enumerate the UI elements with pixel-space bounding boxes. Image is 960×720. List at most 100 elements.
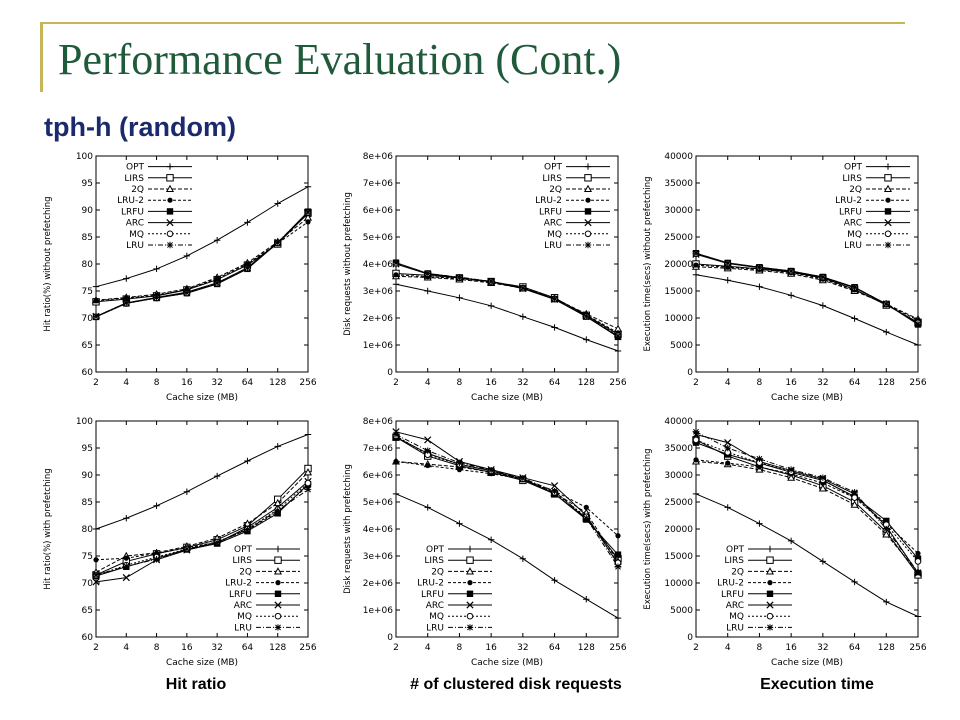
series-line-arc bbox=[395, 431, 619, 565]
series-points-2q bbox=[691, 262, 923, 323]
point-lru bbox=[519, 475, 527, 482]
x-tick-label: 2 bbox=[93, 643, 99, 653]
point-lru bbox=[183, 289, 191, 296]
series-points-lru-2 bbox=[393, 272, 621, 336]
point-lru bbox=[692, 428, 700, 435]
y-tick-label: 20000 bbox=[664, 260, 693, 270]
legend-marker-lirs bbox=[766, 556, 774, 564]
point-lru bbox=[851, 284, 858, 291]
point-lru bbox=[914, 569, 922, 576]
point-opt bbox=[244, 457, 251, 465]
point-2q bbox=[850, 500, 859, 508]
point-lru-2 bbox=[123, 555, 129, 561]
legend-label-lru: LRU bbox=[844, 241, 862, 251]
point-mq bbox=[914, 558, 922, 565]
legend-marker-lirs bbox=[274, 556, 282, 564]
point-opt bbox=[304, 431, 312, 438]
point-opt bbox=[123, 275, 130, 282]
legend-label-lirs: LIRS bbox=[232, 556, 252, 566]
legend-label-lirs: LIRS bbox=[724, 556, 744, 566]
y-tick-label: 95 bbox=[82, 444, 93, 454]
x-tick-label: 32 bbox=[517, 643, 528, 653]
legend-marker-mq bbox=[274, 612, 282, 620]
x-tick-label: 64 bbox=[849, 643, 861, 653]
x-tick-label: 16 bbox=[485, 643, 497, 653]
series-line-opt bbox=[695, 274, 919, 346]
point-opt bbox=[756, 283, 763, 290]
series-line-lru-2 bbox=[95, 485, 309, 561]
series-points-lru bbox=[392, 431, 622, 570]
x-tick-label: 8 bbox=[154, 643, 160, 653]
x-axis-label: Cache size (MB) bbox=[166, 393, 238, 403]
point-opt bbox=[819, 558, 827, 565]
point-opt bbox=[519, 555, 527, 562]
y-axis-label: Execution time(secs) with prefetching bbox=[643, 448, 653, 609]
series-line-lru bbox=[95, 211, 309, 317]
point-lru bbox=[756, 264, 763, 271]
x-tick-label: 2 bbox=[693, 643, 699, 653]
legend-label-lrfu: LRFU bbox=[229, 590, 252, 600]
legend-marker-2q bbox=[883, 184, 893, 193]
y-tick-label: 30000 bbox=[664, 471, 693, 481]
point-2q bbox=[882, 530, 891, 538]
y-tick-label: 4e+06 bbox=[363, 260, 394, 270]
point-arc bbox=[724, 438, 732, 447]
legend-marker-lirs bbox=[584, 174, 592, 182]
point-lru-2 bbox=[915, 550, 921, 556]
point-opt bbox=[724, 277, 731, 284]
point-lru bbox=[456, 274, 463, 281]
legend-label-lru-2: LRU-2 bbox=[117, 196, 144, 206]
y-tick-label: 0 bbox=[387, 633, 393, 643]
y-tick-label: 40000 bbox=[664, 152, 693, 162]
x-tick-label: 128 bbox=[878, 378, 895, 388]
x-tick-label: 32 bbox=[211, 643, 222, 653]
point-opt bbox=[153, 265, 160, 273]
legend-label-arc: ARC bbox=[726, 601, 744, 611]
y-tick-label: 35000 bbox=[664, 179, 693, 189]
series-line-lru bbox=[95, 489, 309, 576]
point-lrfu bbox=[883, 517, 890, 525]
y-tick-label: 8e+06 bbox=[363, 417, 394, 427]
legend-label-lru-2: LRU-2 bbox=[225, 579, 252, 589]
point-lru bbox=[914, 320, 922, 328]
point-lru bbox=[153, 294, 160, 301]
series-points-lru-2 bbox=[393, 458, 621, 539]
series-line-lru bbox=[395, 434, 619, 568]
legend-marker-lru bbox=[766, 624, 774, 631]
y-tick-label: 4e+06 bbox=[363, 525, 394, 535]
x-tick-label: 4 bbox=[425, 643, 431, 653]
y-tick-label: 5e+06 bbox=[363, 233, 394, 243]
legend-marker-2q bbox=[465, 567, 475, 575]
point-2q bbox=[273, 498, 282, 507]
point-lru bbox=[244, 264, 251, 271]
series-line-lru-2 bbox=[395, 274, 619, 334]
point-arc bbox=[122, 573, 130, 582]
legend-label-opt: OPT bbox=[234, 545, 253, 555]
legend-marker-lrfu bbox=[466, 590, 474, 597]
legend-marker-mq bbox=[466, 612, 474, 620]
point-lru-2 bbox=[393, 272, 399, 278]
series-points-opt bbox=[392, 281, 622, 355]
legend-marker-lirs bbox=[166, 174, 174, 182]
legend-marker-opt bbox=[766, 545, 774, 553]
legend-marker-lirs bbox=[466, 556, 474, 564]
y-tick-label: 15000 bbox=[664, 287, 693, 297]
legend-marker-lru-2 bbox=[885, 197, 891, 203]
point-mq bbox=[851, 494, 858, 501]
point-arc bbox=[424, 436, 432, 444]
legend-label-mq: MQ bbox=[729, 612, 744, 622]
series-line-2q bbox=[95, 471, 309, 573]
legend-marker-arc bbox=[466, 601, 474, 609]
point-lru bbox=[392, 431, 400, 438]
x-tick-label: 256 bbox=[909, 378, 926, 388]
point-opt bbox=[614, 347, 622, 355]
point-lru-2 bbox=[425, 462, 431, 469]
point-2q bbox=[787, 473, 796, 481]
point-opt bbox=[123, 515, 130, 522]
point-opt bbox=[392, 490, 400, 498]
point-lru bbox=[724, 444, 731, 452]
point-lru bbox=[487, 278, 495, 285]
y-tick-label: 1e+06 bbox=[363, 606, 394, 616]
point-opt bbox=[153, 502, 160, 509]
x-tick-label: 128 bbox=[878, 643, 895, 653]
